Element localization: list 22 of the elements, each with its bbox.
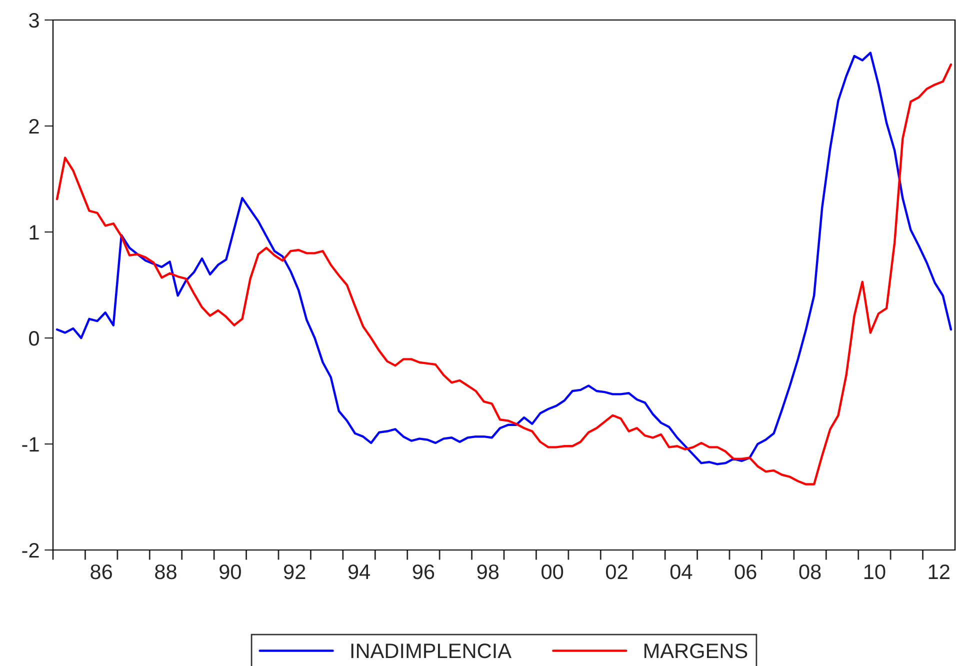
- y-tick-label: -1: [22, 437, 39, 452]
- x-tick-label: 96: [412, 564, 434, 580]
- y-tick-label: -2: [22, 543, 39, 558]
- legend-label: MARGENS: [644, 644, 748, 658]
- x-tick-label: 90: [220, 564, 241, 580]
- y-tick-label: 2: [29, 119, 39, 134]
- x-tick-label: 94: [348, 564, 370, 580]
- x-tick-label: 98: [477, 564, 499, 580]
- y-tick-label: 0: [29, 331, 39, 346]
- x-tick-label: 02: [606, 564, 628, 580]
- x-tick-label: 12: [928, 564, 950, 579]
- x-tick-label: 04: [670, 564, 692, 580]
- x-tick-label: 06: [734, 564, 756, 580]
- x-tick-label: 88: [155, 564, 176, 580]
- y-tick-label: 3: [29, 13, 39, 28]
- x-tick-label: 92: [284, 564, 306, 580]
- x-tick-label: 10: [864, 564, 886, 580]
- x-tick-label: 00: [542, 564, 564, 580]
- x-tick-label: 08: [799, 564, 821, 580]
- y-tick-label: 1: [30, 225, 39, 240]
- x-tick-label: 86: [90, 564, 112, 580]
- legend-label: INADIMPLENCIA: [351, 644, 512, 658]
